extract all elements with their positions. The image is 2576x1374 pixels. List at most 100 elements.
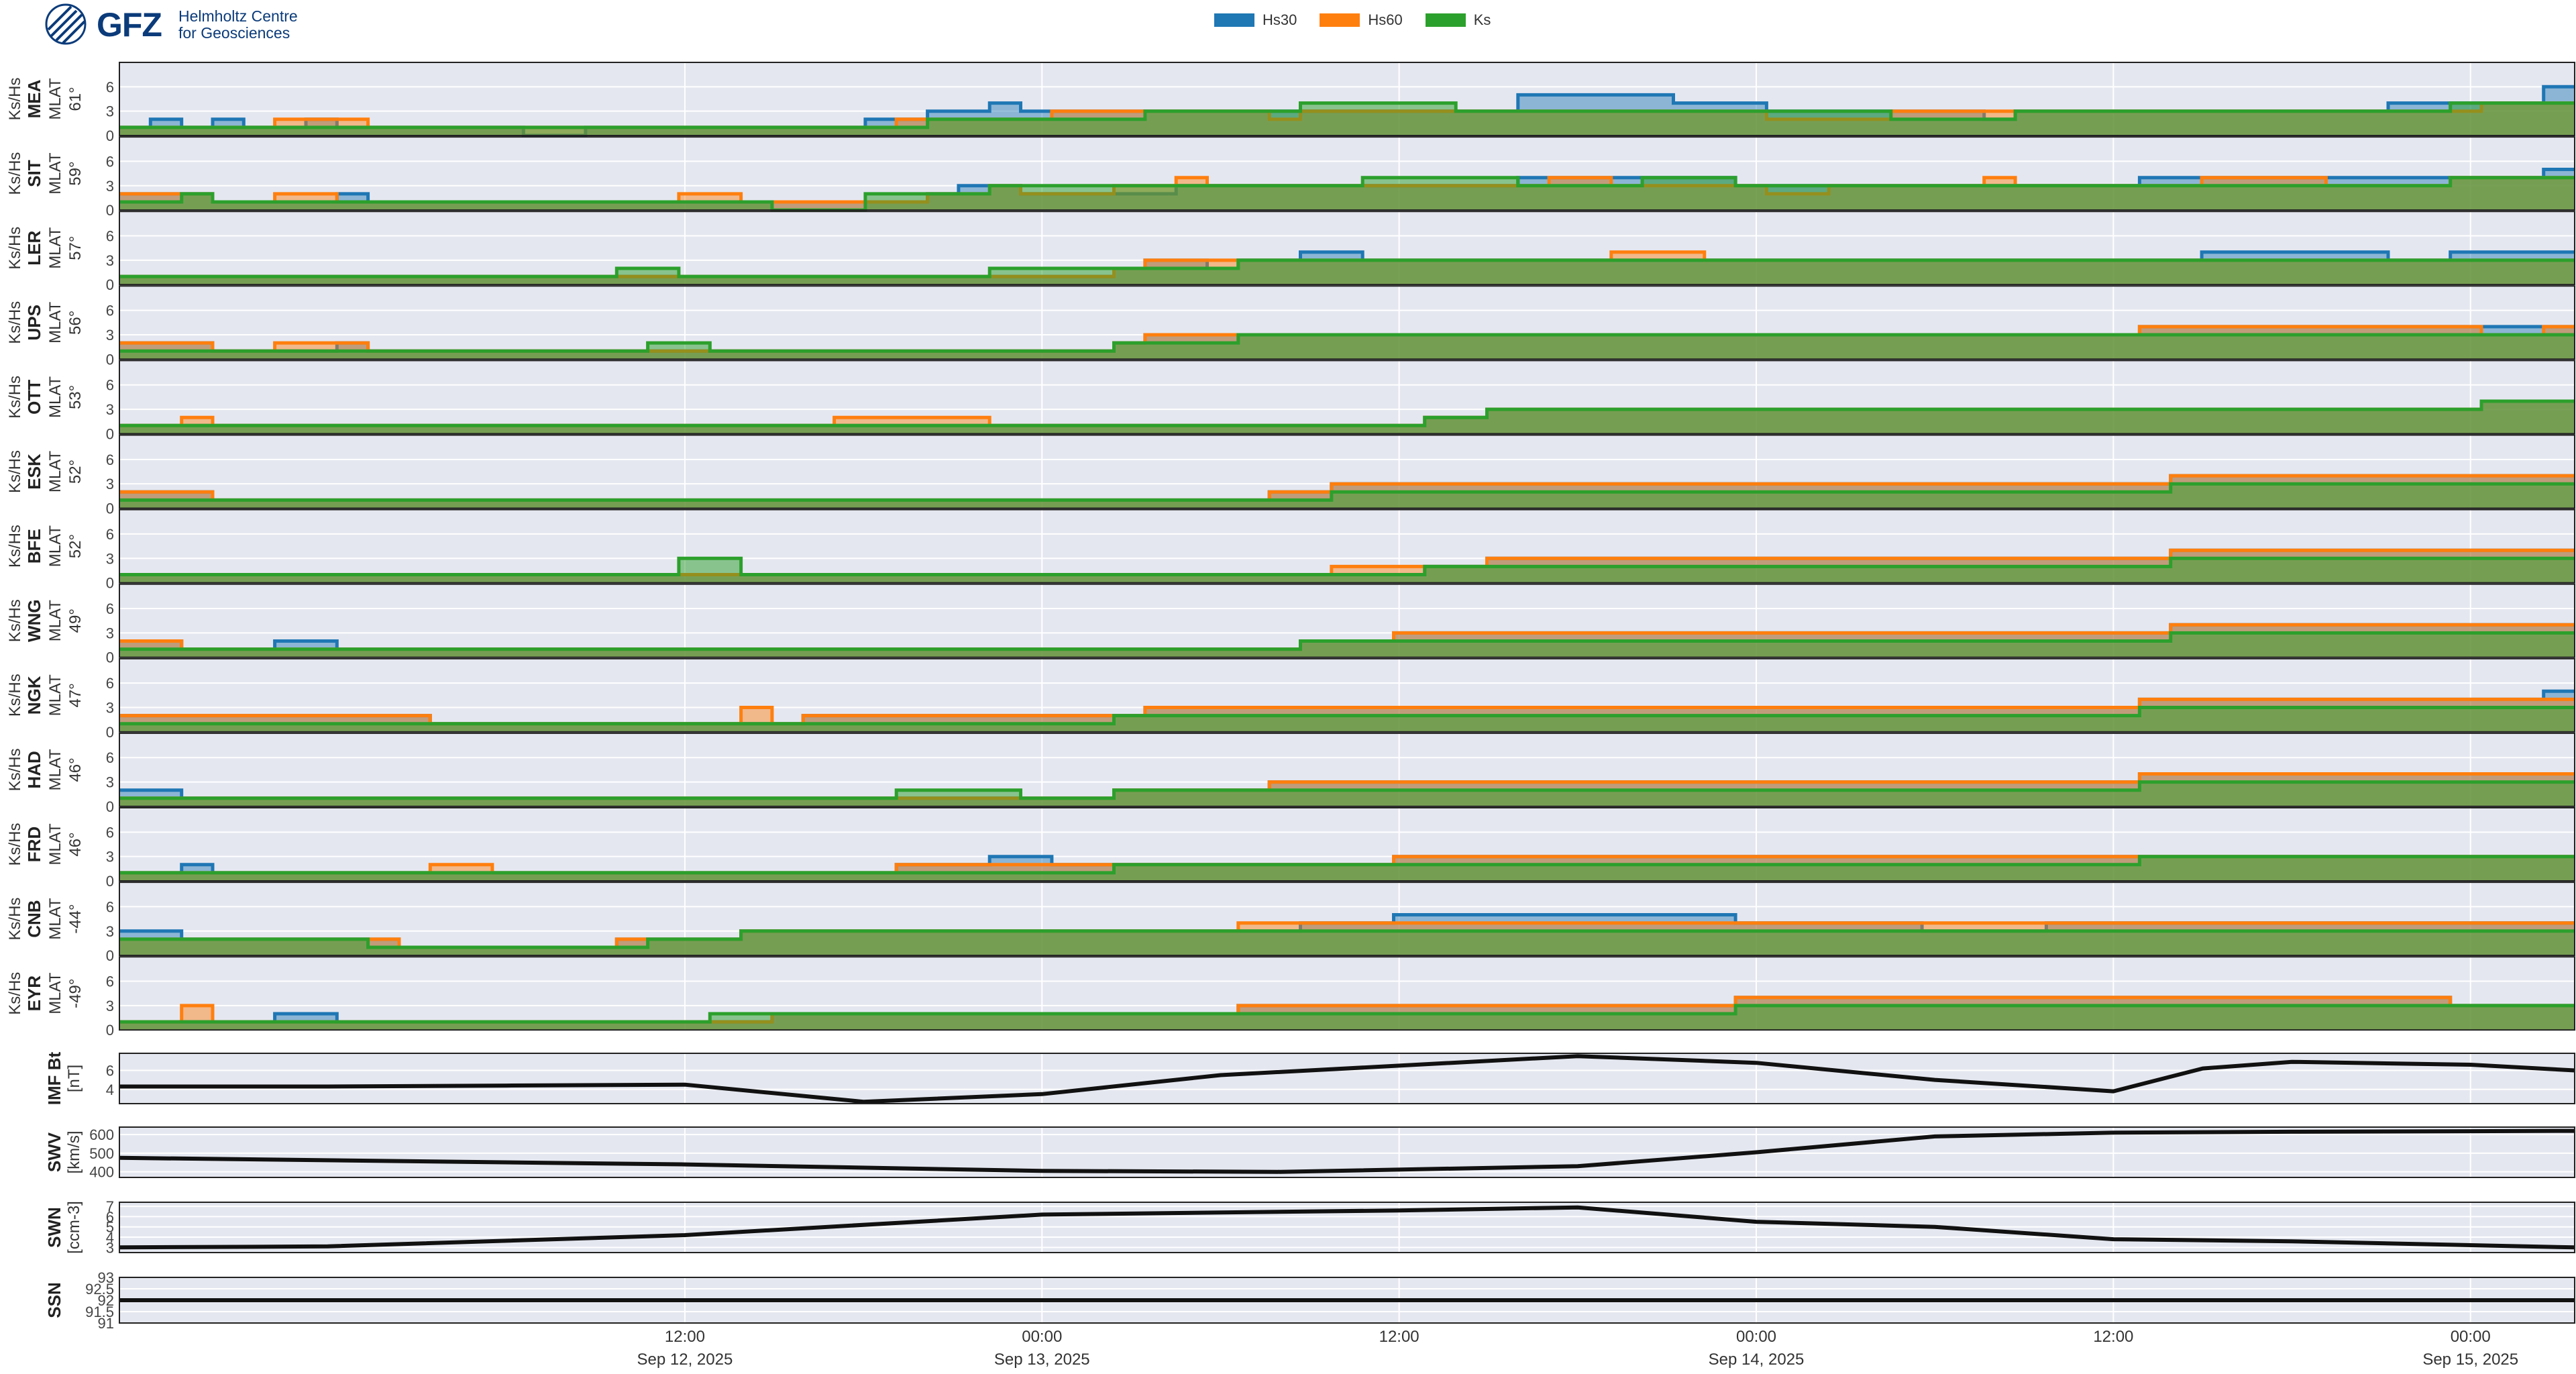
panel-axis-labels: SWV [km/s] xyxy=(44,1131,83,1174)
y-tick-label: 4 xyxy=(106,1229,114,1246)
panel-border xyxy=(119,657,2575,733)
series-area-ks xyxy=(119,856,2575,881)
x-tick-label-time: 12:00 xyxy=(665,1328,705,1346)
station-panel-ott: 0 3 6 Ks/Hs OTT MLAT 53° xyxy=(6,360,2575,442)
y-tick-label: 0 xyxy=(106,127,114,144)
station-code-label: WNG xyxy=(24,599,44,642)
y-tick-label: 400 xyxy=(89,1164,114,1181)
y-tick-label: 3 xyxy=(106,998,114,1014)
x-tick-label-time: 12:00 xyxy=(1379,1328,1419,1346)
mlat-value: 52° xyxy=(66,460,85,484)
station-axis-labels: Ks/Hs MEA MLAT 61° xyxy=(6,77,85,120)
y-axis-label: Ks/Hs xyxy=(6,152,24,195)
series-area-ks xyxy=(119,1005,2575,1030)
gfz-globe-icon xyxy=(45,3,87,45)
solar-wind-panel-swv: 400 500 600 SWV [km/s] xyxy=(44,1126,2575,1181)
series-line-ks xyxy=(119,399,2575,427)
panel-border xyxy=(119,1202,2575,1253)
station-axis-labels: Ks/Hs CNB MLAT -44° xyxy=(6,898,85,941)
y-axis-label: Ks/Hs xyxy=(6,748,24,791)
mlat-label: MLAT xyxy=(46,301,64,344)
y-tick-label: 3 xyxy=(106,476,114,492)
mlat-value: -49° xyxy=(66,979,85,1008)
panel-border xyxy=(119,1126,2575,1178)
panel-border xyxy=(119,882,2575,957)
mlat-label: MLAT xyxy=(46,600,64,642)
y-axis-label: Ks/Hs xyxy=(6,450,24,493)
mlat-value: 52° xyxy=(66,534,85,558)
panel-border xyxy=(119,360,2575,435)
station-axis-labels: Ks/Hs LER MLAT 57° xyxy=(6,227,85,270)
legend-item-ks[interactable]: Ks xyxy=(1425,11,1491,29)
station-axis-labels: Ks/Hs BFE MLAT 52° xyxy=(6,525,85,568)
y-axis-label: Ks/Hs xyxy=(6,823,24,865)
mlat-value: 56° xyxy=(66,311,85,335)
station-panel-ngk: 0 3 6 Ks/Hs NGK MLAT 47° xyxy=(6,657,2575,741)
panel-name-label: SWV xyxy=(44,1132,64,1172)
legend-swatch-hs30 xyxy=(1214,13,1254,27)
mlat-value: 47° xyxy=(66,683,85,707)
logo-subtitle: Helmholtz Centre for Geosciences xyxy=(178,8,298,42)
y-tick-label: 0 xyxy=(106,947,114,964)
legend-item-hs60[interactable]: Hs60 xyxy=(1320,11,1403,29)
panel-name-label: IMF Bt xyxy=(44,1051,64,1105)
series-line-ks xyxy=(119,780,2575,800)
series-line-ks xyxy=(119,333,2575,353)
panel-border xyxy=(119,509,2575,584)
series-area-ks xyxy=(119,931,2575,956)
y-axis-label: Ks/Hs xyxy=(6,972,24,1015)
station-panel-ups: 0 3 6 Ks/Hs UPS MLAT 56° xyxy=(6,285,2575,368)
y-tick-label: 0 xyxy=(106,1022,114,1039)
series-area-ks xyxy=(119,558,2575,583)
mlat-value: 53° xyxy=(66,385,85,409)
mlat-value: 57° xyxy=(66,236,85,260)
y-tick-label: 3 xyxy=(106,699,114,716)
y-tick-label: 5 xyxy=(106,1219,114,1236)
station-panel-frd: 0 3 6 Ks/Hs FRD MLAT 46° xyxy=(6,807,2575,890)
mlat-value: -44° xyxy=(66,904,85,933)
y-tick-label: 4 xyxy=(106,1081,114,1098)
mlat-label: MLAT xyxy=(46,451,64,493)
station-code-label: UPS xyxy=(24,305,44,340)
station-axis-labels: Ks/Hs NGK MLAT 47° xyxy=(6,674,85,717)
series-area-ks xyxy=(119,633,2575,657)
series-line-ks xyxy=(119,482,2575,502)
x-tick-label-time: 00:00 xyxy=(1022,1328,1062,1346)
panel-axis-labels: SSN xyxy=(44,1282,64,1318)
y-tick-label: 3 xyxy=(106,252,114,269)
station-axis-labels: Ks/Hs EYR MLAT -49° xyxy=(6,972,85,1015)
y-tick-label: 6 xyxy=(106,153,114,170)
station-panel-wng: 0 3 6 Ks/Hs WNG MLAT 49° xyxy=(6,583,2575,666)
series-line-ks xyxy=(119,855,2575,875)
series-area-ks xyxy=(119,782,2575,806)
x-tick-label-date: Sep 12, 2025 xyxy=(637,1351,733,1369)
panel-border xyxy=(119,285,2575,360)
y-tick-label: 0 xyxy=(106,873,114,890)
series-area-ks xyxy=(119,335,2575,360)
mlat-value: 61° xyxy=(66,87,85,111)
mlat-label: MLAT xyxy=(46,227,64,269)
y-tick-label: 6 xyxy=(106,898,114,915)
y-tick-label: 0 xyxy=(106,575,114,592)
legend-label-hs30: Hs30 xyxy=(1263,11,1297,28)
y-tick-label: 0 xyxy=(106,649,114,666)
station-axis-labels: Ks/Hs HAD MLAT 46° xyxy=(6,748,85,791)
y-tick-label: 0 xyxy=(106,351,114,368)
y-tick-label: 6 xyxy=(106,228,114,245)
mlat-label: MLAT xyxy=(46,376,64,418)
y-tick-label: 92.5 xyxy=(85,1281,114,1298)
y-tick-label: 6 xyxy=(106,749,114,766)
legend-label-ks: Ks xyxy=(1473,11,1491,28)
series-line-ks xyxy=(119,176,2575,212)
legend-item-hs30[interactable]: Hs30 xyxy=(1214,11,1297,29)
panel-border xyxy=(119,1277,2575,1324)
y-tick-label: 6 xyxy=(106,973,114,990)
station-panel-cnb: 0 3 6 Ks/Hs CNB MLAT -44° xyxy=(6,882,2575,964)
mlat-label: MLAT xyxy=(46,78,64,120)
panel-name-label: SWN xyxy=(44,1207,64,1248)
y-axis-label: Ks/Hs xyxy=(6,77,24,120)
x-tick-label-date: Sep 14, 2025 xyxy=(1709,1351,1805,1369)
